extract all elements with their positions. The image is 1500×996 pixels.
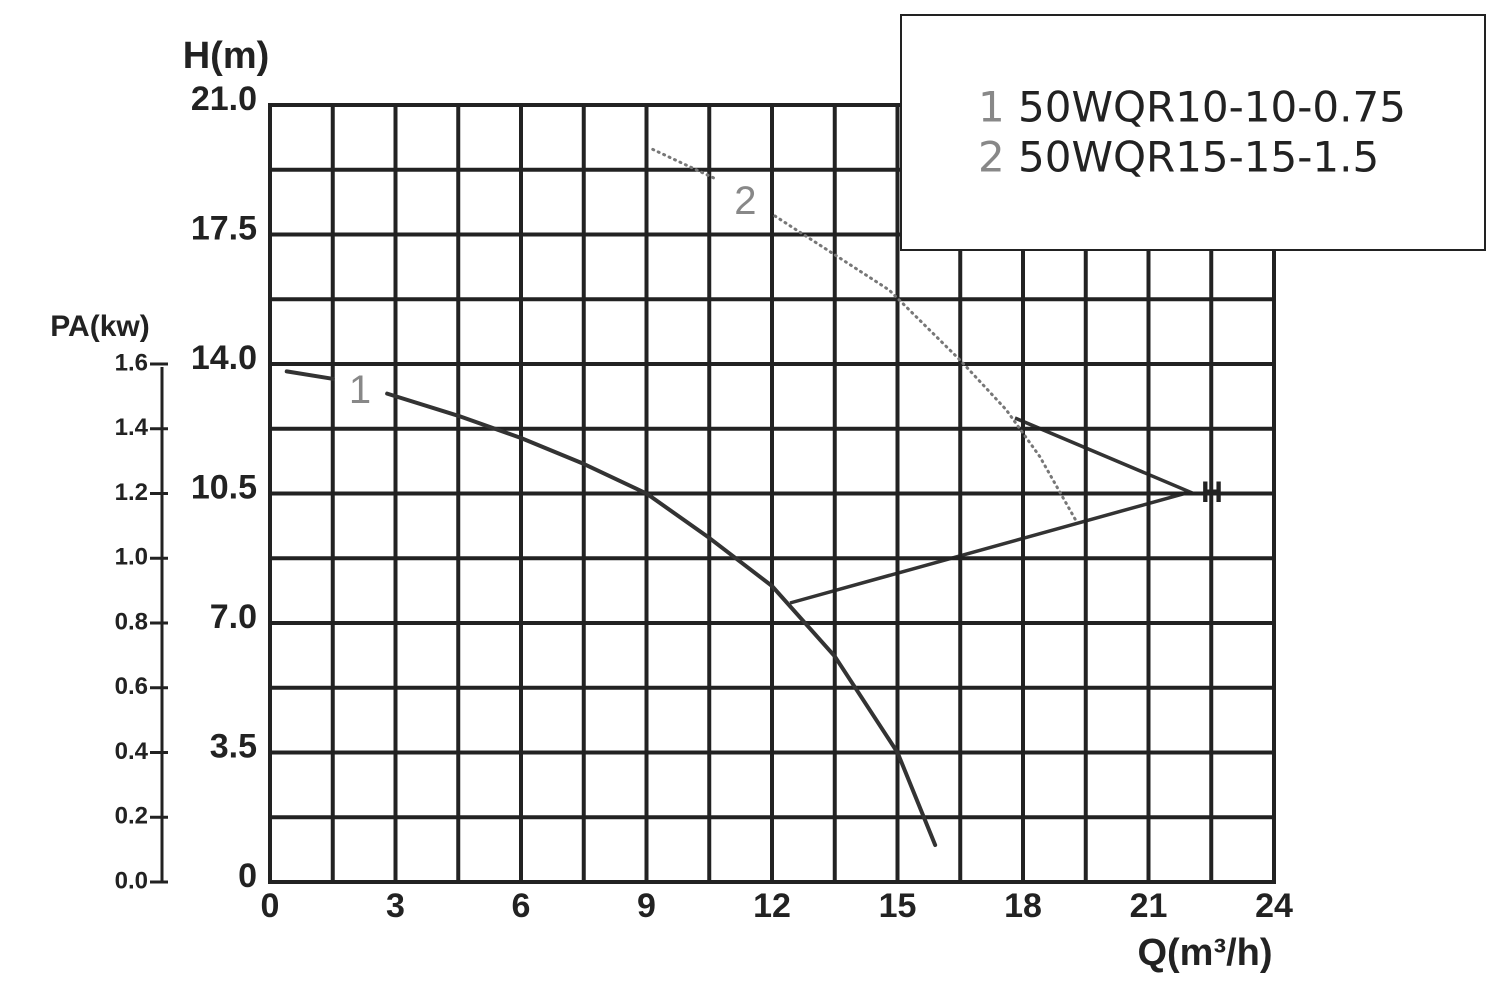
x-tick-label: 9 [637, 887, 656, 925]
y-tick-label: 0 [238, 857, 257, 895]
x-tick-label: 18 [1004, 887, 1042, 925]
legend-box [900, 14, 1486, 251]
legend-label: 50WQR15-15-1.5 [1018, 133, 1379, 182]
y2-tick-label: 1.4 [115, 414, 149, 441]
curve-label: 2 [734, 179, 756, 223]
y-tick-label: 3.5 [210, 727, 257, 765]
y2-tick-label: 0.4 [115, 738, 149, 765]
legend-number: 2 [978, 133, 1005, 182]
curve [284, 369, 938, 847]
x-tick-label: 24 [1255, 887, 1293, 925]
y2-tick-label: 1.0 [115, 544, 148, 571]
x-tick-label: 15 [879, 887, 917, 925]
legend-number: 1 [978, 83, 1005, 132]
y2-tick-label: 1.2 [115, 479, 148, 506]
y2-tick-label: 0.8 [115, 608, 148, 635]
y2-tick-label: 1.6 [115, 349, 148, 376]
x-tick-label: 12 [753, 887, 791, 925]
annotation-leader [789, 416, 1196, 605]
x-tick-label: 6 [512, 887, 531, 925]
y2-tick-label: 0.6 [115, 673, 148, 700]
x-axis-title: Q(m³/h) [1137, 932, 1272, 974]
legend-label: 50WQR10-10-0.75 [1018, 83, 1406, 132]
x-tick-label: 0 [261, 887, 280, 925]
y-axis-title: H(m) [183, 35, 270, 77]
x-tick-label: 21 [1130, 887, 1168, 925]
x-tick-label: 3 [386, 887, 405, 925]
plot-frame [268, 103, 1276, 884]
y-tick-label: 17.5 [191, 209, 257, 247]
y-tick-label: 14.0 [191, 339, 257, 377]
y2-tick-label: 0.0 [115, 867, 148, 894]
curve [651, 147, 1077, 521]
y-tick-label: 10.5 [191, 468, 257, 506]
curve-label: 1 [349, 368, 371, 412]
y2-axis-title: PA(kw) [50, 310, 149, 343]
y2-tick-label: 0.2 [115, 803, 148, 830]
y-tick-label: 7.0 [210, 598, 257, 636]
y-tick-label: 21.0 [191, 80, 257, 118]
legend: 1 50WQR10-10-0.75 2 50WQR15-15-1.5 [900, 14, 1486, 251]
